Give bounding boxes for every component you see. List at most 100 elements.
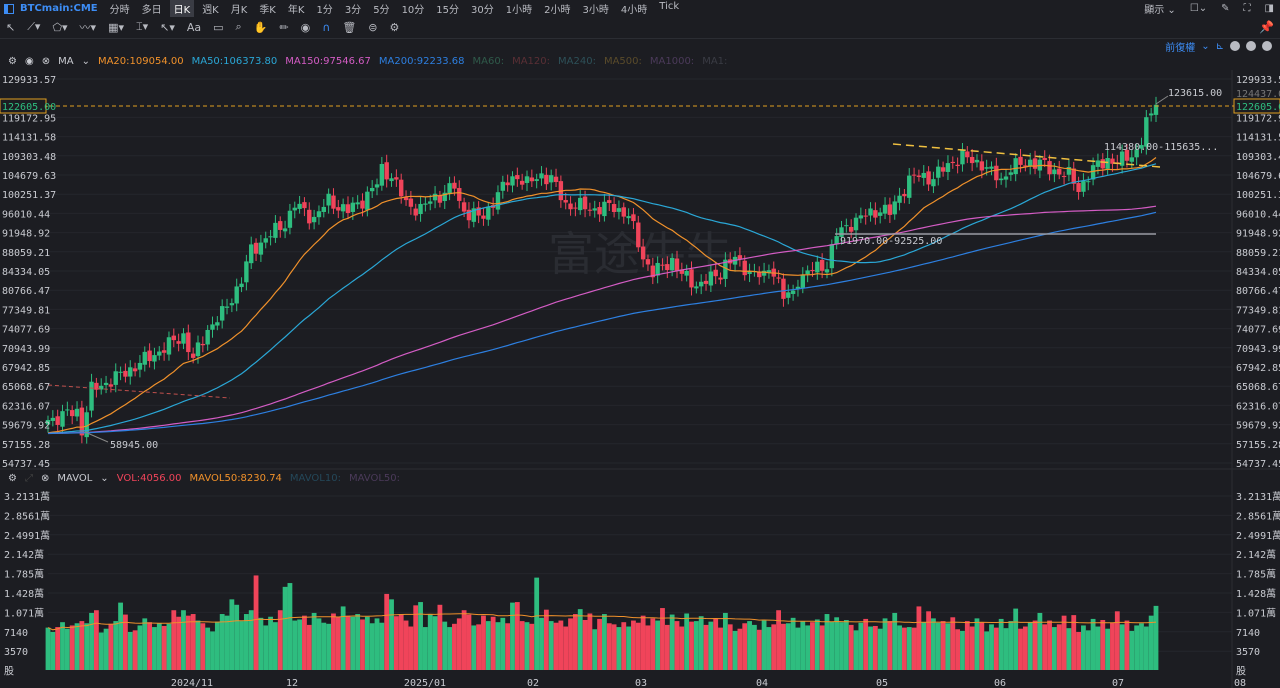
eye-icon[interactable]: ◉ bbox=[24, 55, 34, 67]
candle-body bbox=[379, 163, 385, 186]
gear-icon[interactable]: ⚙ bbox=[389, 20, 400, 34]
period-tab[interactable]: 週K bbox=[202, 5, 219, 16]
layers-icon[interactable]: ⊜ bbox=[368, 20, 378, 34]
period-tab[interactable]: 10分 bbox=[401, 5, 425, 16]
volume-bar bbox=[268, 616, 273, 670]
period-tab[interactable]: Tick bbox=[659, 1, 680, 12]
volume-bar bbox=[360, 619, 365, 670]
volume-bar bbox=[587, 613, 593, 670]
indicator-value[interactable]: MA500: bbox=[603, 55, 642, 67]
arrow-tool-icon[interactable]: ↖▾ bbox=[160, 20, 175, 34]
indicator-value[interactable]: VOL:4056.00 bbox=[116, 472, 182, 484]
chevron-down-icon[interactable]: ⌄ bbox=[100, 472, 109, 484]
sidebar-toggle-icon[interactable] bbox=[4, 3, 14, 14]
indicator-value[interactable]: MAVOL50: bbox=[348, 472, 400, 484]
period-tab[interactable]: 分時 bbox=[109, 5, 130, 16]
hand-tool-icon[interactable]: ✋ bbox=[253, 20, 268, 34]
gear-icon[interactable]: ⚙ bbox=[8, 55, 17, 67]
candle-body bbox=[868, 208, 873, 216]
volume-bar bbox=[703, 624, 709, 670]
candle-body bbox=[200, 343, 206, 346]
trend-line-red[interactable] bbox=[47, 384, 231, 399]
candle-body bbox=[534, 179, 539, 181]
vol-tick: 2.8561萬 bbox=[1236, 509, 1280, 522]
volume-bar bbox=[50, 631, 56, 670]
period-tab[interactable]: 季K bbox=[259, 5, 276, 16]
period-tab[interactable]: 2小時 bbox=[544, 5, 571, 16]
trash-icon[interactable]: 🗑 bbox=[342, 20, 357, 34]
indicator-value[interactable]: MA1: bbox=[702, 55, 728, 67]
candle-body bbox=[621, 207, 626, 217]
period-tab[interactable]: 年K bbox=[287, 5, 305, 16]
candle-body bbox=[998, 178, 1004, 181]
pencil-tool-icon[interactable]: ✏ bbox=[279, 20, 289, 34]
period-tab[interactable]: 3分 bbox=[344, 5, 362, 16]
candle-body bbox=[979, 161, 985, 171]
wave-tool-icon[interactable]: 〰▾ bbox=[79, 21, 97, 34]
scale-icon[interactable]: ⊾ bbox=[1215, 40, 1224, 52]
candle-body bbox=[815, 261, 820, 273]
line-tool-icon[interactable]: ⟋▾ bbox=[27, 20, 41, 33]
zoom-tool-icon[interactable]: ⌕ bbox=[235, 20, 242, 33]
zoom-out-icon[interactable] bbox=[1246, 41, 1256, 51]
layout-dropdown-icon[interactable]: ☐⌄ bbox=[1189, 3, 1208, 14]
volume-bar bbox=[1081, 625, 1086, 670]
chevron-down-icon[interactable]: ⌄ bbox=[81, 55, 90, 67]
period-tab[interactable]: 1小時 bbox=[505, 5, 533, 16]
measure-tool-icon[interactable]: ⌶▾ bbox=[136, 20, 149, 33]
polygon-tool-icon[interactable]: ⬠▾ bbox=[52, 20, 68, 34]
volume-bar bbox=[74, 623, 80, 670]
zoom-in-icon[interactable] bbox=[1262, 41, 1272, 51]
text-tool-icon[interactable]: Aa bbox=[186, 20, 202, 34]
panel-toggle-icon[interactable]: ◨ bbox=[1264, 3, 1274, 14]
fib-tool-icon[interactable]: ▦▾ bbox=[108, 20, 124, 34]
volume-bar bbox=[611, 624, 617, 670]
volume-bar bbox=[1090, 618, 1096, 670]
indicator-value[interactable]: MA50:106373.80 bbox=[191, 55, 278, 67]
period-tab[interactable]: 多日 bbox=[141, 5, 162, 16]
indicator-name[interactable]: MA bbox=[58, 55, 74, 67]
indicator-value[interactable]: MAVOL10: bbox=[289, 472, 341, 484]
indicator-value[interactable]: MA120: bbox=[512, 55, 551, 67]
cursor-icon[interactable]: ↖ bbox=[6, 20, 16, 34]
volume-bar bbox=[776, 610, 782, 670]
indicator-value[interactable]: MA60: bbox=[472, 55, 505, 67]
period-tab[interactable]: 4小時 bbox=[620, 5, 648, 16]
period-tab[interactable]: 日K bbox=[169, 0, 195, 17]
indicator-value[interactable]: MAVOL50:8230.74 bbox=[189, 472, 282, 484]
volume-bar bbox=[350, 616, 356, 670]
period-tab[interactable]: 15分 bbox=[436, 5, 460, 16]
adjust-dropdown[interactable]: 前復權 bbox=[1165, 42, 1196, 54]
period-tab[interactable]: 3小時 bbox=[582, 5, 609, 16]
indicator-name[interactable]: MAVOL bbox=[57, 472, 93, 484]
symbol-label[interactable]: BTCmain:CME bbox=[20, 3, 98, 14]
volume-bar bbox=[916, 606, 922, 670]
indicator-value[interactable]: MA1000: bbox=[649, 55, 695, 67]
indicator-value[interactable]: MA200:92233.68 bbox=[378, 55, 465, 67]
reset-icon[interactable] bbox=[1230, 41, 1240, 51]
period-tab[interactable]: 月K bbox=[230, 5, 248, 16]
eye-icon[interactable]: ◉ bbox=[300, 20, 311, 34]
close-icon[interactable]: ⊗ bbox=[41, 55, 51, 67]
volume-bar bbox=[1085, 630, 1091, 670]
comment-tool-icon[interactable]: ▭ bbox=[213, 20, 224, 34]
pin-icon[interactable]: 📌 bbox=[1259, 20, 1274, 34]
close-icon[interactable]: ⊗ bbox=[40, 472, 50, 484]
trend-line-yellow[interactable] bbox=[892, 143, 1161, 168]
indicator-value[interactable]: MA20:109054.00 bbox=[97, 55, 184, 67]
period-tab[interactable]: 5分 bbox=[373, 5, 390, 16]
candle-body bbox=[181, 333, 186, 344]
display-dropdown[interactable]: 顯示 ⌄ bbox=[1144, 5, 1176, 16]
magnet-icon[interactable]: ∩ bbox=[322, 20, 331, 34]
candle-body bbox=[210, 324, 215, 330]
fullscreen-icon[interactable]: ⛶ bbox=[1243, 3, 1251, 14]
pen-icon[interactable]: ✎ bbox=[1221, 3, 1230, 14]
gear-icon[interactable]: ⚙ bbox=[8, 472, 17, 484]
indicator-value[interactable]: MA150:97546.67 bbox=[285, 55, 371, 67]
expand-icon[interactable]: ⤢ bbox=[24, 472, 33, 484]
chevron-down-icon[interactable]: ⌄ bbox=[1201, 40, 1210, 52]
indicator-value[interactable]: MA240: bbox=[558, 55, 596, 67]
period-tab[interactable]: 1分 bbox=[316, 5, 333, 16]
period-tab[interactable]: 30分 bbox=[471, 5, 494, 16]
